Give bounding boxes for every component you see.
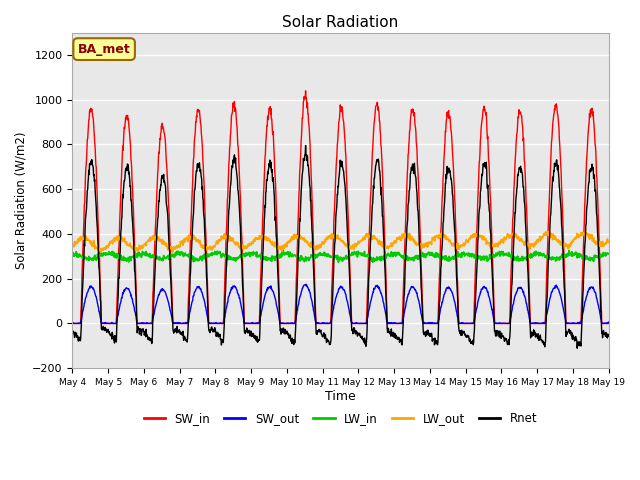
X-axis label: Time: Time bbox=[325, 390, 356, 403]
Text: BA_met: BA_met bbox=[77, 43, 131, 56]
Legend: SW_in, SW_out, LW_in, LW_out, Rnet: SW_in, SW_out, LW_in, LW_out, Rnet bbox=[139, 407, 542, 430]
Y-axis label: Solar Radiation (W/m2): Solar Radiation (W/m2) bbox=[15, 132, 28, 269]
Title: Solar Radiation: Solar Radiation bbox=[282, 15, 399, 30]
